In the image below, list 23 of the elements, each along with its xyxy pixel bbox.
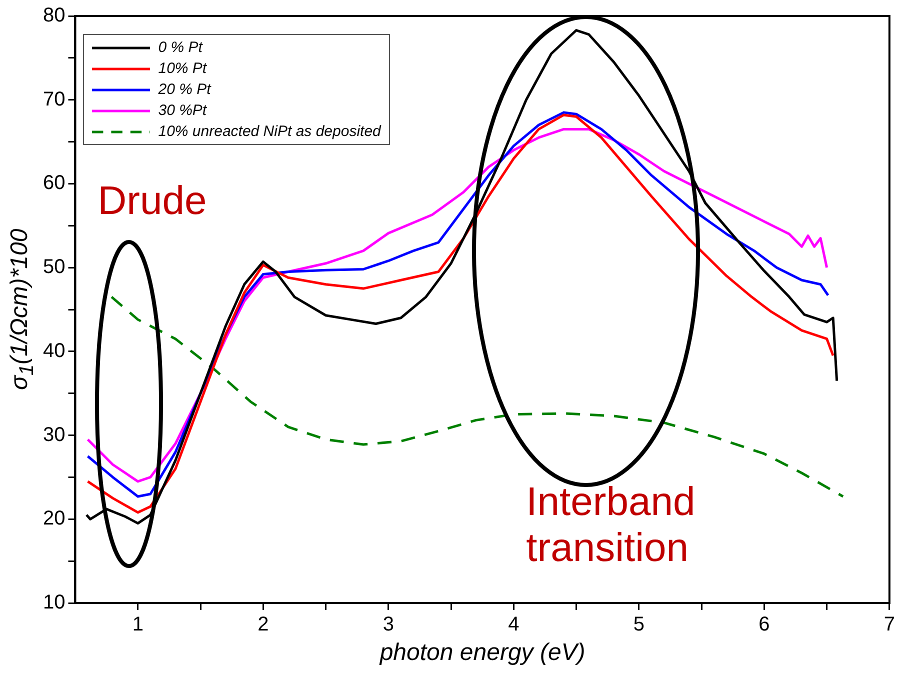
x-tick-label: 2 (258, 614, 269, 636)
x-tick-label: 7 (884, 614, 895, 636)
x-tick-label: 3 (382, 614, 394, 636)
legend-label: 10% Pt (158, 59, 207, 79)
y-tick-label: 80 (42, 4, 66, 27)
x-tick-label: 6 (758, 614, 770, 636)
x-tick-label: 1 (132, 614, 144, 636)
x-tick-label: 4 (508, 614, 520, 636)
legend-label: 20 % Pt (158, 80, 211, 100)
y-tick-label: 30 (42, 424, 66, 446)
y-tick-label: 40 (42, 340, 66, 362)
legend-label: 0 % Pt (158, 38, 202, 58)
annotation: Interband transition (526, 478, 696, 571)
legend-label: 10% unreacted NiPt as deposited (158, 122, 381, 142)
y-tick-label: 10 (42, 592, 66, 614)
legend-label: 30 %Pt (158, 101, 207, 121)
annotation: Drude (98, 178, 208, 224)
y-tick-label: 60 (42, 172, 66, 194)
y-tick-label: 50 (42, 256, 66, 278)
x-axis-title: photon energy (eV) (380, 639, 586, 667)
y-tick-label: 70 (42, 88, 66, 110)
x-tick-label: 5 (633, 614, 644, 636)
y-tick-label: 20 (42, 508, 66, 530)
